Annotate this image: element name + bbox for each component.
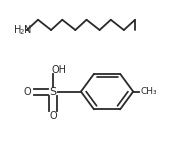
Text: 2: 2 (20, 29, 24, 35)
Text: O: O (49, 111, 57, 121)
Text: N: N (24, 25, 31, 35)
Text: S: S (49, 87, 57, 97)
Text: CH₃: CH₃ (141, 87, 157, 96)
Text: H: H (14, 25, 21, 35)
Text: O: O (23, 87, 31, 97)
Text: OH: OH (51, 65, 66, 75)
